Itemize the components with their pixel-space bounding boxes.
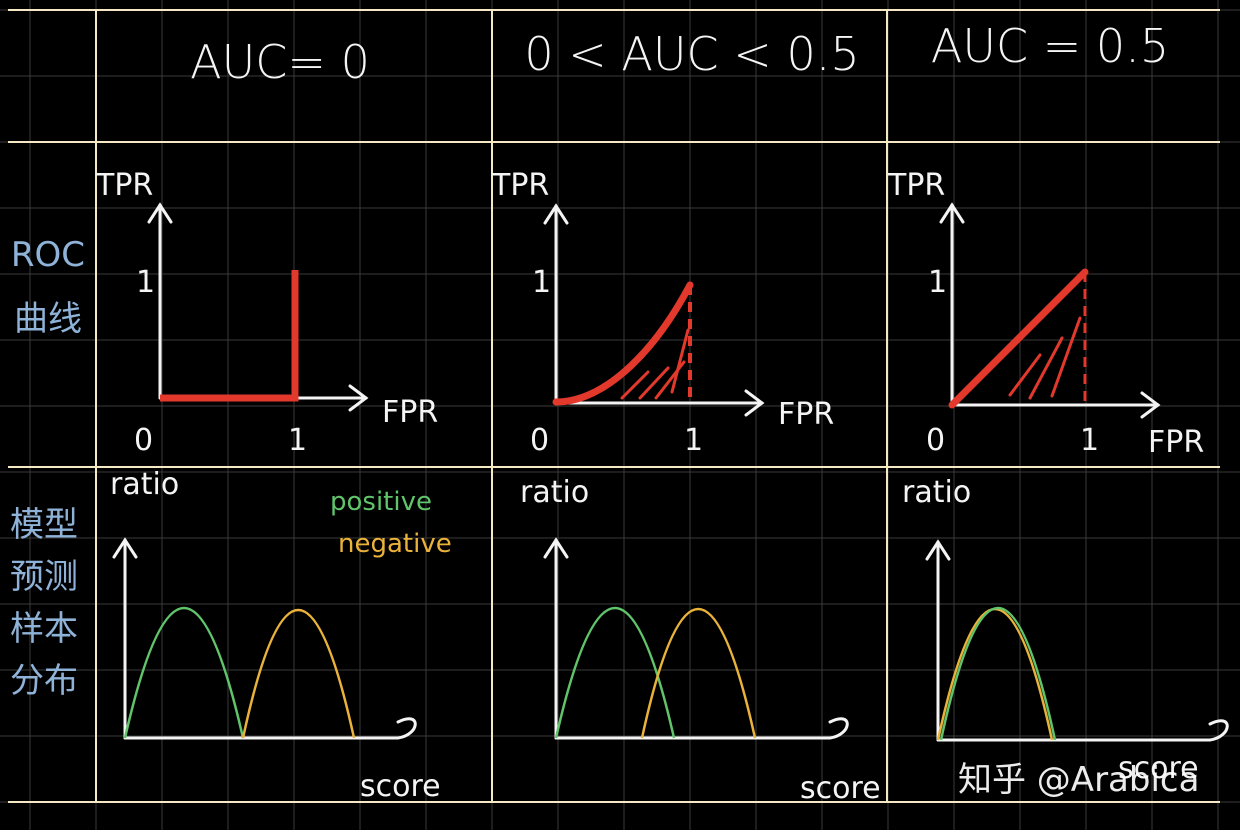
dist-panel-auc-0: ratio score positive negative [110, 467, 452, 804]
tick-origin: 0 [530, 423, 549, 458]
dist-axes [543, 537, 849, 740]
tick-one-y: 1 [136, 265, 155, 300]
legend-positive: positive [330, 487, 432, 517]
positive-distribution-curve [123, 606, 245, 739]
tick-origin: 0 [134, 423, 153, 458]
auc-hatching [1008, 316, 1082, 400]
roc-axes [939, 202, 1161, 419]
roc-axes [543, 203, 765, 417]
roc-curve [160, 270, 299, 402]
row-label-model: 模型 [10, 505, 78, 545]
tick-one-y: 1 [532, 265, 551, 300]
header-auc-between: 0 < AUC < 0.5 [524, 27, 859, 81]
row-label-sample: 样本 [10, 609, 78, 649]
tick-one-y: 1 [928, 265, 947, 300]
tpr-label: TPR [887, 168, 945, 203]
ratio-label: ratio [520, 475, 589, 510]
fpr-label: FPR [778, 397, 834, 432]
row-label-curve: 曲线 [14, 299, 82, 339]
header-auc-0: AUC= 0 [190, 35, 370, 89]
watermark: 知乎 @Arabica [958, 760, 1200, 800]
negative-distribution-curve [241, 608, 356, 739]
negative-distribution-curve [640, 607, 757, 739]
fpr-label: FPR [1148, 425, 1204, 460]
roc-curve [948, 268, 1089, 409]
roc-panel-auc-half: TPR FPR 1 0 1 [887, 168, 1204, 460]
score-label: score [1118, 751, 1199, 786]
legend-negative: negative [338, 529, 452, 559]
ratio-label: ratio [110, 467, 179, 502]
row-label-predict: 预测 [10, 557, 78, 597]
row-label-roc: ROC [11, 235, 85, 275]
dist-axes [112, 537, 417, 740]
auc-hatching [620, 328, 690, 400]
dist-panel-auc-half: ratio score [902, 475, 1229, 786]
roc-panel-auc-0: TPR FPR 1 0 1 [95, 168, 438, 458]
roc-curve [552, 281, 694, 406]
tick-origin: 0 [926, 423, 945, 458]
score-label: score [360, 769, 441, 804]
score-label: score [800, 771, 881, 806]
dist-axes [925, 539, 1229, 742]
tpr-label: TPR [491, 168, 549, 203]
roc-panel-auc-between: TPR FPR 1 0 1 [491, 168, 834, 458]
roc-axes [147, 202, 369, 412]
dist-panel-auc-between: ratio score [520, 475, 881, 806]
fpr-label: FPR [382, 395, 438, 430]
tpr-label: TPR [95, 168, 153, 203]
positive-distribution-curve [939, 606, 1057, 741]
tick-one-x: 1 [684, 423, 703, 458]
negative-distribution-curve [936, 607, 1054, 741]
tick-one-x: 1 [1080, 423, 1099, 458]
positive-distribution-curve [554, 606, 676, 739]
ratio-label: ratio [902, 475, 971, 510]
tick-one-x: 1 [288, 423, 307, 458]
row-label-distribution: 分布 [10, 661, 78, 701]
header-auc-half: AUC = 0.5 [931, 19, 1169, 73]
table-frame [8, 9, 1220, 803]
